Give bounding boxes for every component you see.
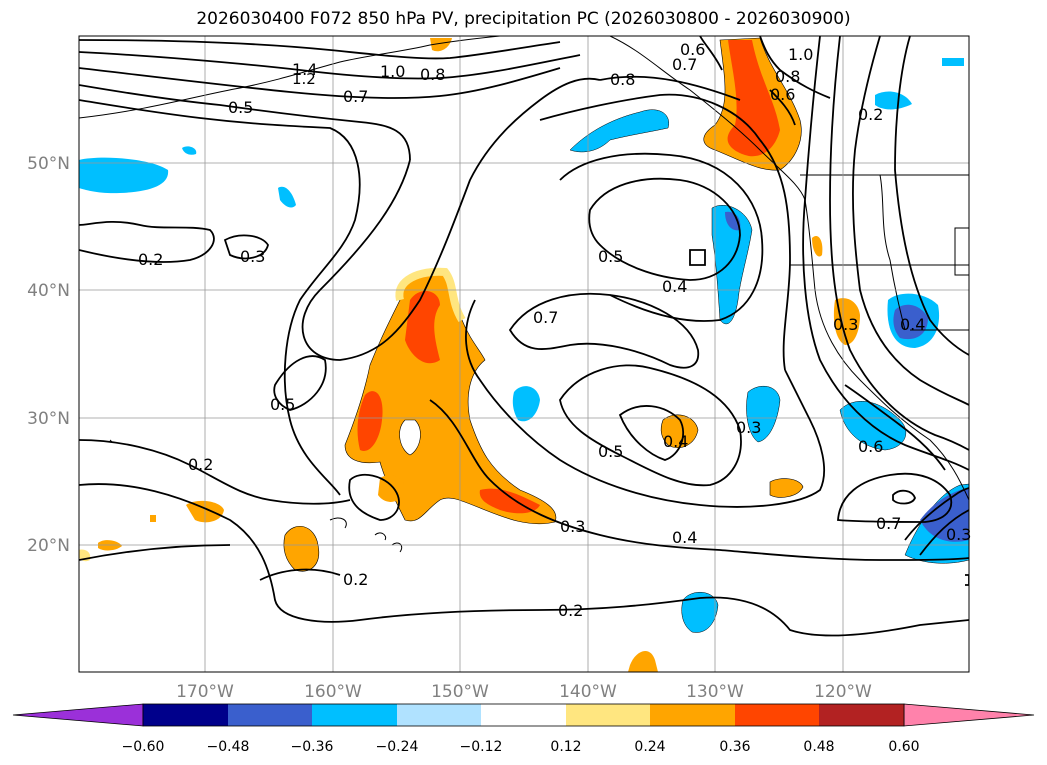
lon-label-150w: 150°W	[431, 682, 489, 702]
contour-label: 0.3	[736, 418, 761, 437]
lon-label-170w: 170°W	[176, 682, 234, 702]
lon-label-130w: 130°W	[686, 682, 744, 702]
contour-label: 0.4	[900, 315, 925, 334]
contour-label: 0.7	[533, 308, 558, 327]
contour-labels: 1.4 1.2 1.0 0.8 0.7 0.5 0.6 0.7 0.8 1.0 …	[138, 40, 971, 620]
colorbar-tick: 0.60	[888, 739, 919, 755]
map-content	[79, 36, 969, 672]
colorbar-tick: 0.24	[634, 739, 665, 755]
map-background	[79, 36, 969, 672]
lon-label-160w: 160°W	[304, 682, 362, 702]
contour-label: 0.6	[680, 40, 705, 59]
colorbar-tick: −0.36	[291, 739, 334, 755]
lat-label-40n: 40°N	[27, 281, 70, 301]
contour-label: 0.6	[770, 85, 795, 104]
contour-label: 0.2	[558, 601, 583, 620]
colorbar-bin	[397, 704, 481, 726]
latitude-labels: 50°N 40°N 30°N 20°N	[27, 154, 70, 556]
contour-label: 0.2	[858, 105, 883, 124]
colorbar-bin	[650, 704, 735, 726]
contour-label: 0.4	[662, 277, 687, 296]
colorbar-bin	[735, 704, 819, 726]
lon-label-120w: 120°W	[814, 682, 872, 702]
contour-label: 0.7	[672, 55, 697, 74]
colorbar-tick: −0.12	[460, 739, 503, 755]
contour-label: 1.0	[380, 62, 405, 81]
contour-label: 0.2	[188, 455, 213, 474]
colorbar-extend-left	[12, 703, 144, 727]
colorbar-bin	[228, 704, 312, 726]
colorbar-extend-right	[903, 703, 1035, 727]
colorbar-bin	[566, 704, 650, 726]
contour-label: 0.8	[775, 67, 800, 86]
contour-label: 0.8	[420, 65, 445, 84]
contour-label: 0.3	[240, 247, 265, 266]
colorbar-bin	[143, 704, 228, 726]
colorbar-tick-labels: −0.60 −0.48 −0.36 −0.24 −0.12 0.12 0.24 …	[122, 739, 920, 755]
contour-label: 0.4	[663, 432, 688, 451]
map-frame	[78, 35, 970, 673]
contour-label: 0.6	[858, 437, 883, 456]
contour-label: 0.2	[343, 570, 368, 589]
contour-label: 0.5	[270, 395, 295, 414]
contour-label: 0.4	[672, 528, 697, 547]
colorbar-tick: 0.12	[550, 739, 581, 755]
lat-label-50n: 50°N	[27, 154, 70, 174]
colorbar-bin	[481, 704, 566, 726]
colorbar-bin	[819, 704, 904, 726]
contour-label: 0.8	[610, 70, 635, 89]
lon-label-140w: 140°W	[559, 682, 617, 702]
lat-label-30n: 30°N	[27, 409, 70, 429]
colorbar-outline	[142, 703, 905, 727]
contour-label: 1.0	[788, 45, 813, 64]
contour-label: 0.3	[560, 517, 585, 536]
contour-label: 0.7	[343, 87, 368, 106]
colorbar-tick: 0.48	[803, 739, 834, 755]
colorbar-tick: −0.24	[376, 739, 419, 755]
contour-label: 0.3	[833, 315, 858, 334]
coastlines	[79, 36, 969, 553]
contour-label: 0.2	[138, 250, 163, 269]
pv-contours	[79, 36, 969, 637]
contour-label: 0.5	[598, 442, 623, 461]
colorbar: −0.60 −0.48 −0.36 −0.24 −0.12 0.12 0.24 …	[12, 703, 1035, 755]
contour-label: 1.4	[292, 60, 317, 79]
colorbar-bin	[312, 704, 397, 726]
map-title: 2026030400 F072 850 hPa PV, precipitatio…	[196, 9, 851, 29]
precip-negative-shading	[79, 58, 969, 633]
longitude-labels: 170°W 160°W 150°W 140°W 130°W 120°W	[176, 682, 872, 702]
contour-label: 0.3	[946, 525, 971, 544]
contour-label: 0.5	[228, 98, 253, 117]
contour-label: 0.7	[876, 514, 901, 533]
colorbar-tick: −0.48	[207, 739, 250, 755]
colorbar-tick: −0.60	[122, 739, 165, 755]
contour-label: 0.5	[598, 247, 623, 266]
colorbar-tick: 0.36	[719, 739, 750, 755]
contour-label: 0.7	[676, 445, 678, 447]
contour-label: 1.2	[292, 70, 316, 88]
lat-label-20n: 20°N	[27, 536, 70, 556]
